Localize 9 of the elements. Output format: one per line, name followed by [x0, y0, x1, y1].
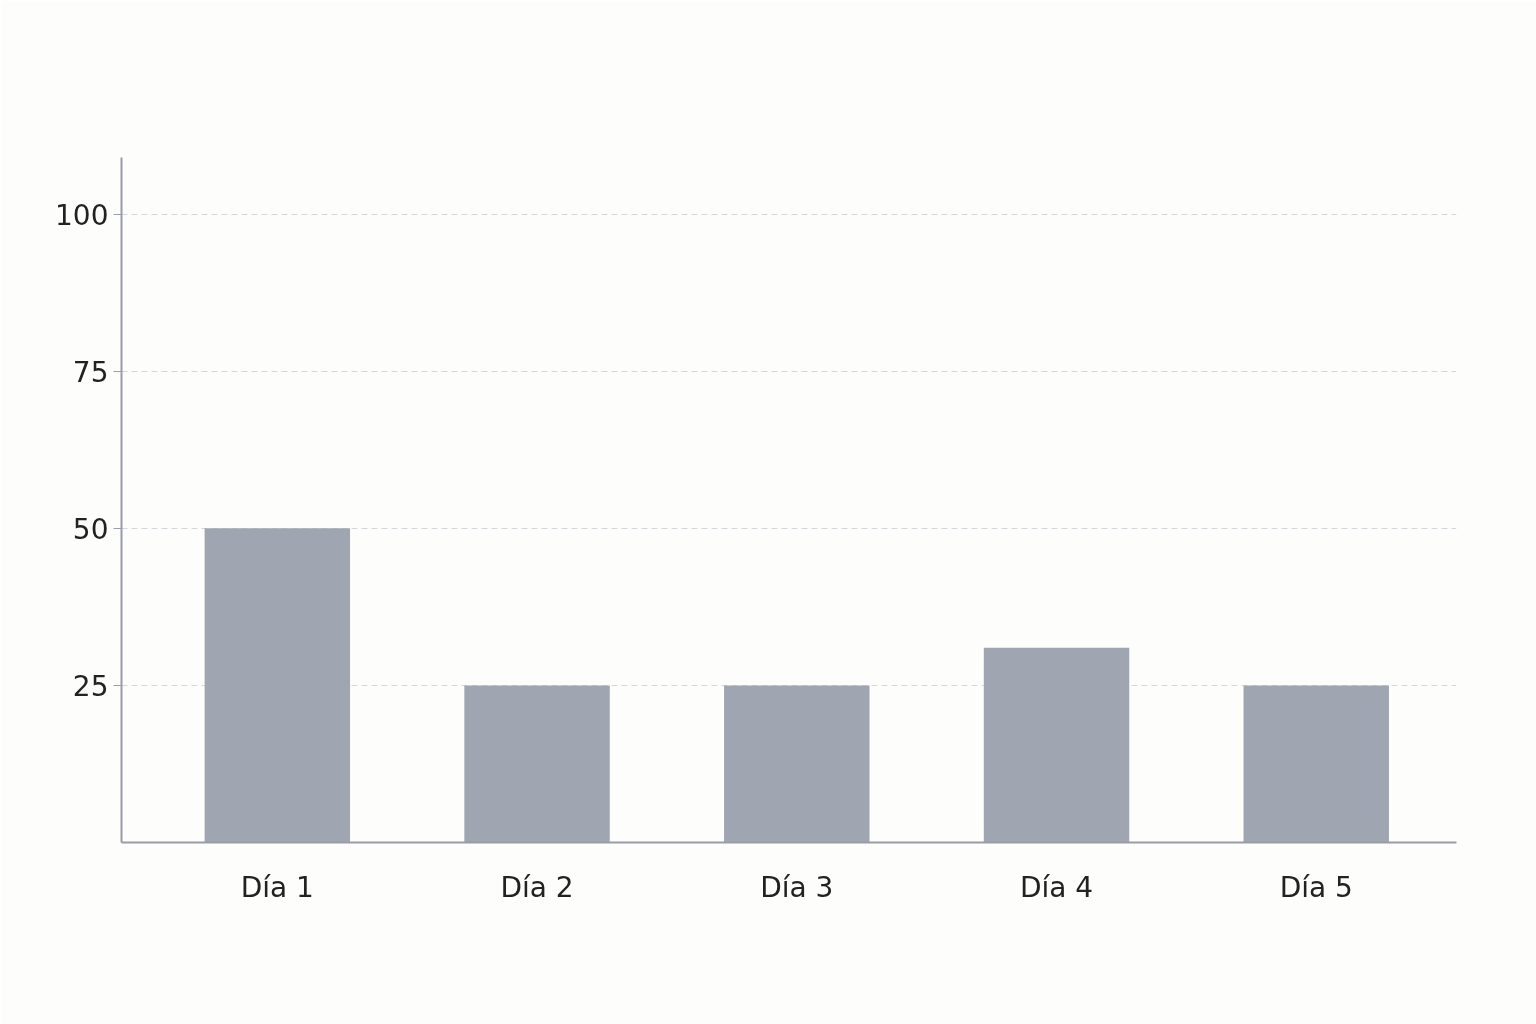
y-tick-label: 50 — [72, 512, 109, 546]
x-tick-label: Día 1 — [240, 870, 314, 904]
x-tick-label: Día 2 — [500, 870, 574, 904]
y-tick-label: 100 — [55, 198, 109, 232]
x-tick-label: Día 4 — [1019, 870, 1094, 904]
x-tick-label: Día 3 — [760, 870, 834, 904]
y-tick-label: 75 — [72, 355, 109, 389]
x-tick-label: Día 5 — [1279, 870, 1353, 904]
y-tick-label: 25 — [72, 669, 109, 703]
